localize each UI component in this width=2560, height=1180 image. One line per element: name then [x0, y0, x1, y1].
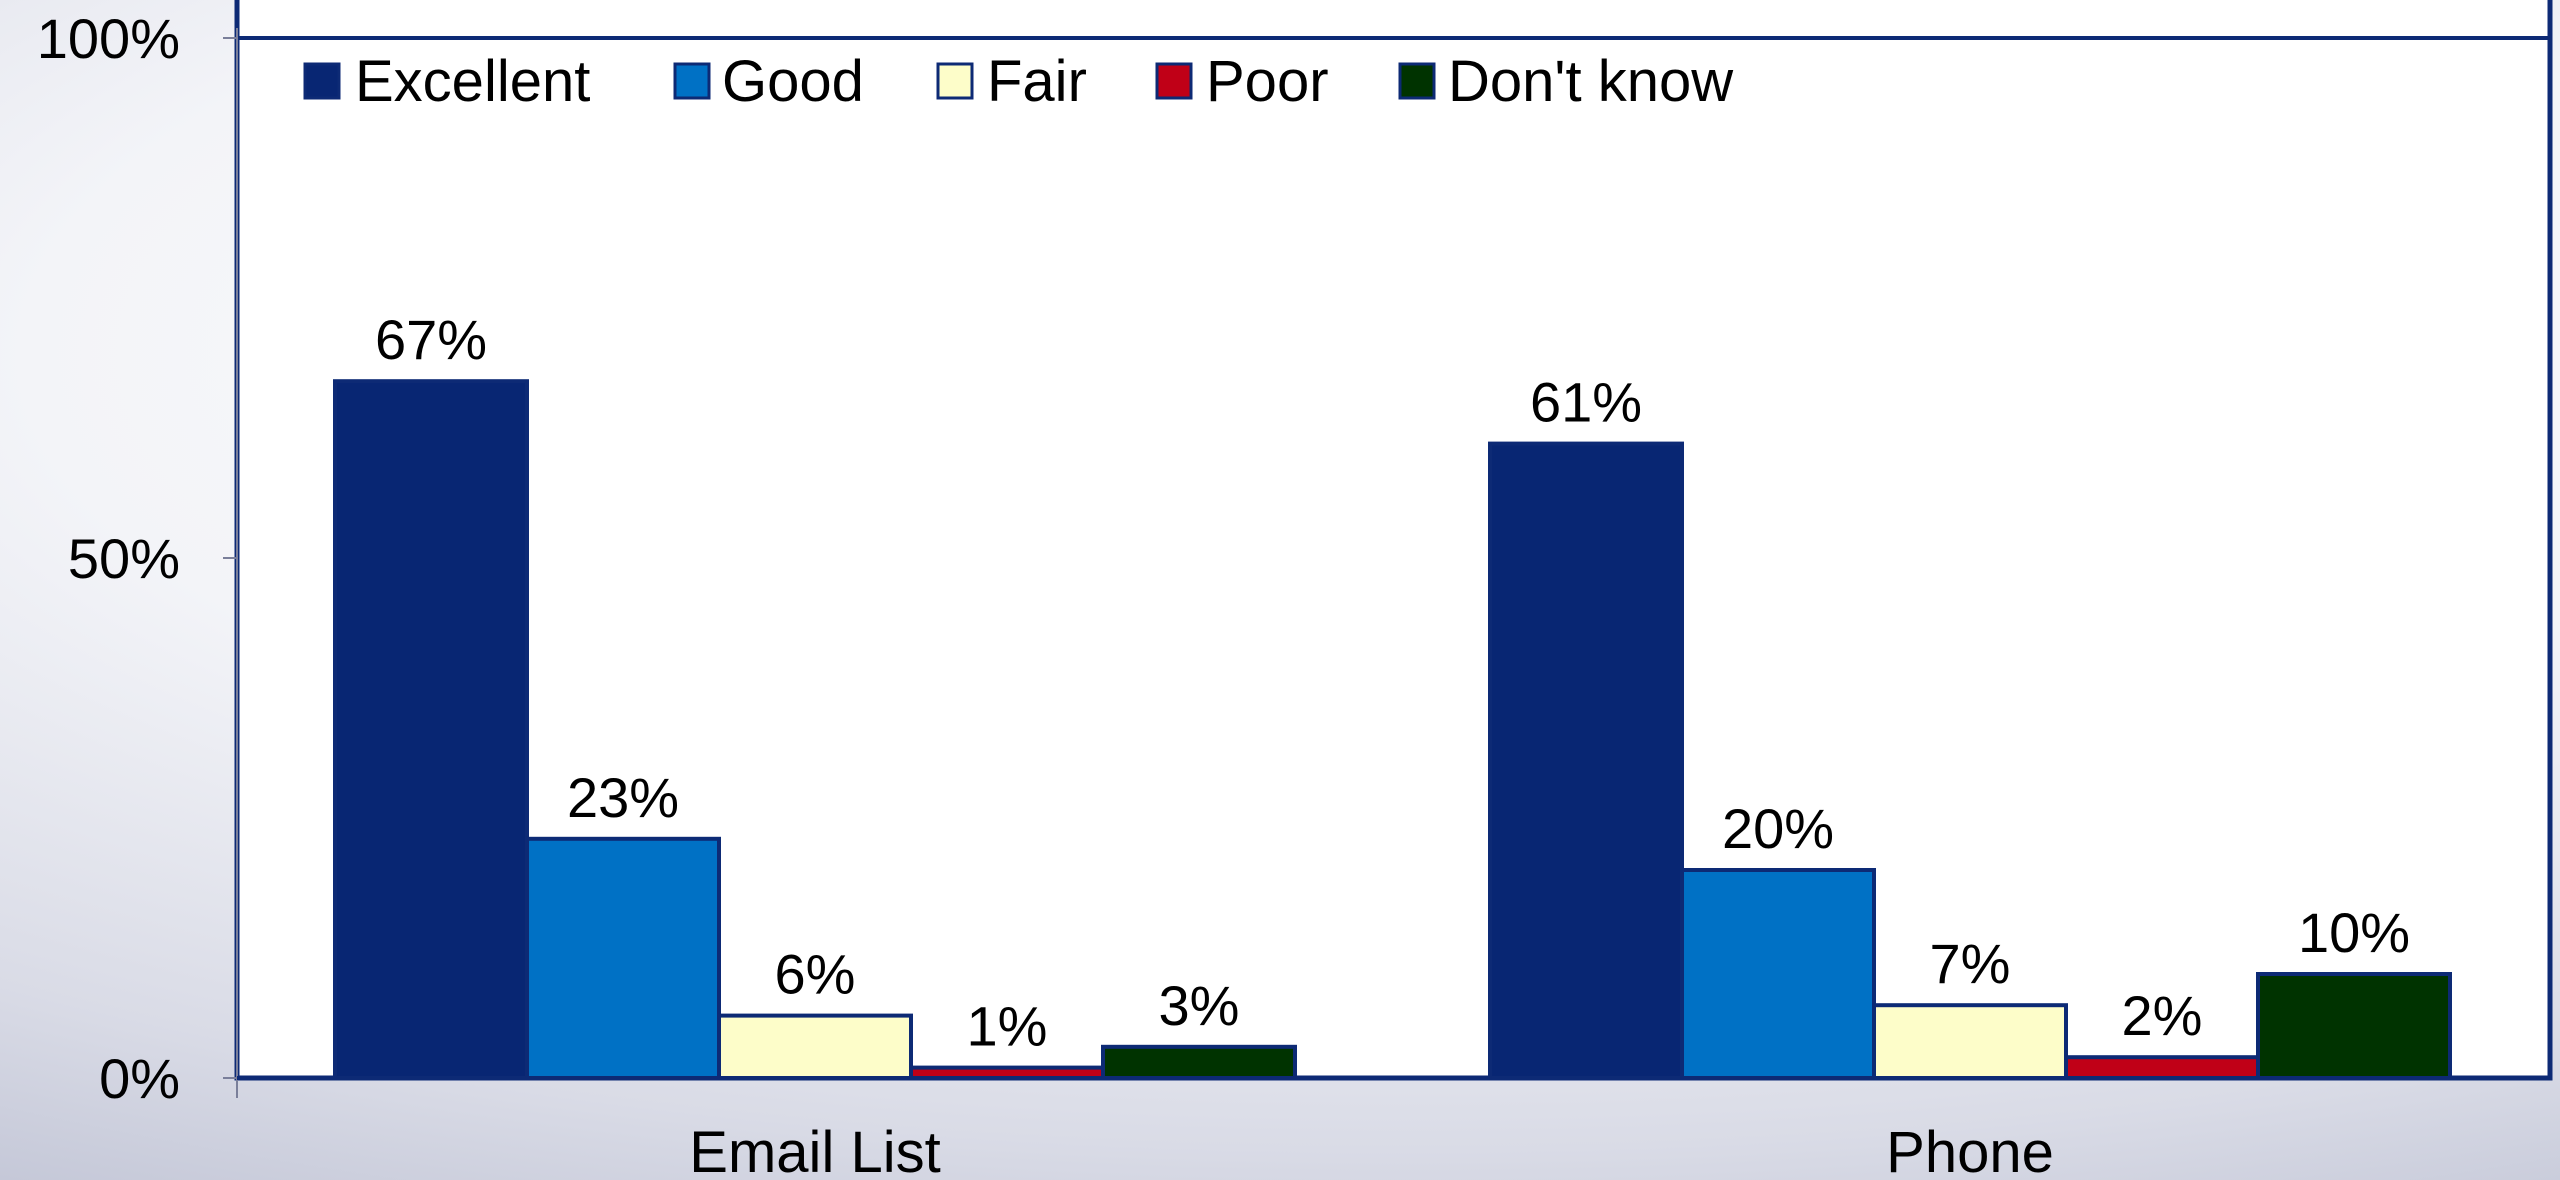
- data-label-don-t-know-email-list: 3%: [1159, 974, 1240, 1037]
- bar-don-t-know-email-list: [1101, 1044, 1297, 1081]
- legend-swatch-fair: [936, 62, 974, 100]
- legend-swatch-good: [673, 62, 711, 100]
- bar-fair-email-list: [717, 1013, 913, 1080]
- y-tick-label: 0%: [99, 1047, 180, 1110]
- legend-swatch-don-t-know: [1398, 62, 1436, 100]
- data-label-fair-email-list: 6%: [775, 943, 856, 1006]
- data-label-good-phone: 20%: [1722, 797, 1834, 860]
- legend-label-excellent: Excellent: [355, 49, 590, 114]
- data-label-fair-phone: 7%: [1930, 932, 2011, 995]
- bar-poor-phone: [2064, 1055, 2260, 1080]
- legend-swatch-poor: [1155, 62, 1193, 100]
- y-tick-label: 100%: [37, 7, 180, 70]
- bar-excellent-email-list: [333, 379, 529, 1080]
- bar-fair-phone: [1872, 1003, 2068, 1081]
- data-label-excellent-phone: 61%: [1530, 371, 1642, 434]
- bar-excellent-phone: [1488, 441, 1684, 1081]
- data-label-poor-email-list: 1%: [967, 995, 1048, 1058]
- data-label-good-email-list: 23%: [567, 766, 679, 829]
- bar-poor-email-list: [909, 1065, 1105, 1080]
- x-category-label: Phone: [1886, 1120, 2054, 1180]
- legend-label-poor: Poor: [1206, 49, 1329, 114]
- data-label-poor-phone: 2%: [2122, 984, 2203, 1047]
- legend-label-fair: Fair: [987, 49, 1087, 114]
- data-label-don-t-know-phone: 10%: [2298, 901, 2410, 964]
- data-label-excellent-email-list: 67%: [375, 308, 487, 371]
- y-tick-label: 50%: [68, 527, 180, 590]
- bar-good-phone: [1680, 868, 1876, 1080]
- legend-label-good: Good: [722, 49, 864, 114]
- legend-swatch-excellent: [303, 62, 341, 100]
- bar-good-email-list: [525, 836, 721, 1080]
- x-category-label: Email List: [689, 1120, 940, 1180]
- legend-label-don-t-know: Don't know: [1448, 49, 1734, 114]
- bar-don-t-know-phone: [2256, 972, 2452, 1080]
